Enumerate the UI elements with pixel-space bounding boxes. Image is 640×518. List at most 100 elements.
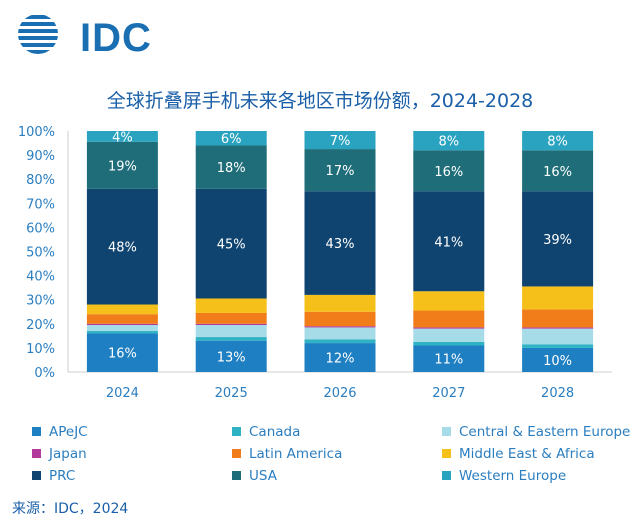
data-label: 11% bbox=[434, 353, 463, 368]
bar-segment-canada bbox=[522, 344, 594, 348]
legend-label: APeJC bbox=[49, 424, 88, 440]
bar-segment-western-europe bbox=[304, 131, 376, 150]
bar-segment-apejc bbox=[522, 347, 594, 372]
bar-segment-apejc bbox=[86, 333, 158, 372]
bar-segment-japan bbox=[413, 327, 485, 329]
data-label: 48% bbox=[108, 241, 137, 256]
bar-segment-central-eastern-europe bbox=[522, 328, 594, 345]
y-tick-label: 20% bbox=[26, 318, 55, 333]
data-label: 12% bbox=[326, 352, 355, 367]
legend-swatch bbox=[232, 449, 241, 458]
y-tick-label: 30% bbox=[26, 294, 55, 309]
bar-segment-western-europe bbox=[195, 131, 267, 146]
data-label: 8% bbox=[438, 135, 459, 150]
data-label: 43% bbox=[326, 237, 355, 252]
bar-segment-usa bbox=[522, 150, 594, 192]
legend-label: USA bbox=[249, 468, 277, 484]
bar-segment-canada bbox=[195, 337, 267, 341]
y-tick-label: 70% bbox=[26, 197, 55, 212]
stacked-bar-chart: 0% 10% 20% 30% 40% 50% 60% 70% 80% 90% 100% 16% 48% 1… bbox=[18, 125, 612, 401]
bar-segment-western-europe bbox=[86, 131, 158, 142]
bar-segment-western-europe bbox=[413, 131, 485, 151]
legend-label: PRC bbox=[49, 468, 76, 484]
legend-label: Japan bbox=[49, 446, 87, 462]
bar-segment-usa bbox=[195, 145, 267, 189]
bar-segment-apejc bbox=[195, 340, 267, 372]
data-label: 8% bbox=[547, 135, 568, 150]
data-label: 39% bbox=[543, 233, 572, 248]
legend-swatch bbox=[32, 471, 41, 480]
bar-segment-central-eastern-europe bbox=[304, 327, 376, 340]
bar-segment-central-eastern-europe bbox=[413, 328, 485, 342]
data-label: 17% bbox=[326, 164, 355, 179]
bar-segment-middle-east-africa bbox=[413, 291, 485, 311]
idc-globe-icon bbox=[18, 15, 58, 54]
data-label: 13% bbox=[217, 350, 246, 365]
bar-segment-prc bbox=[86, 188, 158, 305]
bar-segment-central-eastern-europe bbox=[86, 325, 158, 332]
bar-segment-japan bbox=[86, 323, 158, 326]
x-tick-label: 2025 bbox=[215, 386, 248, 401]
y-tick-label: 80% bbox=[26, 173, 55, 188]
bar-segment-japan bbox=[195, 323, 267, 326]
y-tick-label: 0% bbox=[34, 366, 55, 381]
legend-swatch bbox=[442, 427, 451, 436]
idc-logo-text: IDC bbox=[80, 16, 152, 60]
x-tick-label: 2024 bbox=[106, 386, 139, 401]
bar-segment-prc bbox=[522, 191, 594, 287]
y-tick-label: 50% bbox=[26, 246, 55, 261]
bar-segment-apejc bbox=[413, 345, 485, 372]
bar-segment-japan bbox=[304, 326, 376, 328]
bar-segment-middle-east-africa bbox=[86, 304, 158, 315]
legend-label: Canada bbox=[249, 424, 301, 440]
data-label: 4% bbox=[112, 130, 133, 145]
bar-segment-usa bbox=[413, 150, 485, 192]
y-tick-label: 10% bbox=[26, 342, 55, 357]
idc-logo: IDC bbox=[16, 12, 156, 60]
bar-segment-usa bbox=[304, 149, 376, 192]
legend-label: Western Europe bbox=[459, 468, 567, 484]
legend-swatch bbox=[442, 449, 451, 458]
x-tick-label: 2027 bbox=[432, 386, 465, 401]
x-tick-label: 2028 bbox=[541, 386, 574, 401]
data-label: 16% bbox=[543, 165, 572, 180]
bar-segment-latin-america bbox=[413, 310, 485, 328]
legend-swatch bbox=[442, 471, 451, 480]
data-label: 16% bbox=[434, 165, 463, 180]
bar-segment-latin-america bbox=[195, 312, 267, 324]
bar-segment-usa bbox=[86, 141, 158, 189]
bar-segment-prc bbox=[304, 191, 376, 295]
legend-swatch bbox=[232, 471, 241, 480]
x-tick-label: 2026 bbox=[323, 386, 356, 401]
bar-segment-central-eastern-europe bbox=[195, 325, 267, 338]
chart-title: 全球折叠屏手机未来各地区市场份额，2024-2028 bbox=[106, 90, 534, 112]
data-label: 7% bbox=[330, 134, 351, 149]
data-label: 45% bbox=[217, 238, 246, 253]
data-label: 6% bbox=[221, 132, 242, 147]
chart-legend: APeJC Canada Central & Eastern Europe Japan… bbox=[0, 420, 640, 490]
data-label: 10% bbox=[543, 354, 572, 369]
y-tick-label: 100% bbox=[18, 125, 55, 140]
data-label: 18% bbox=[217, 161, 246, 176]
bar-segment-middle-east-africa bbox=[195, 298, 267, 313]
legend-swatch bbox=[32, 427, 41, 436]
data-label: 41% bbox=[434, 235, 463, 250]
bar-segment-japan bbox=[522, 327, 594, 329]
legend-label: Middle East & Africa bbox=[459, 446, 595, 462]
bar-segment-middle-east-africa bbox=[304, 294, 376, 312]
data-label: 19% bbox=[108, 159, 137, 174]
source-note: 来源：IDC，2024 bbox=[12, 501, 129, 517]
bar-segment-latin-america bbox=[522, 309, 594, 328]
bar-segment-canada bbox=[304, 339, 376, 344]
legend-swatch bbox=[32, 449, 41, 458]
y-tick-label: 40% bbox=[26, 270, 55, 285]
bar-segment-western-europe bbox=[522, 131, 594, 151]
bar-segment-middle-east-africa bbox=[522, 286, 594, 310]
bar-segment-canada bbox=[86, 331, 158, 334]
bar-segment-prc bbox=[195, 188, 267, 299]
legend-label: Central & Eastern Europe bbox=[459, 424, 631, 440]
bar-segment-canada bbox=[413, 341, 485, 346]
bar-segment-prc bbox=[413, 191, 485, 292]
legend-label: Latin America bbox=[249, 446, 343, 462]
bar-segment-latin-america bbox=[86, 314, 158, 324]
